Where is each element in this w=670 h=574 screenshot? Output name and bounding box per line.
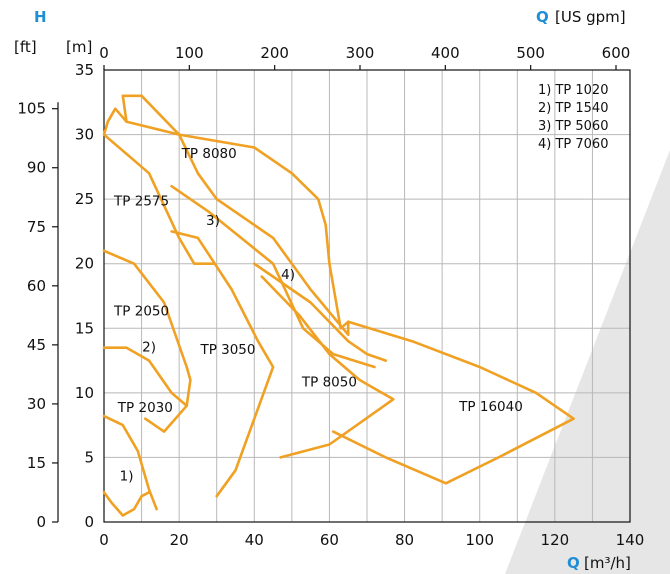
y-ft-tick-label: 30	[27, 395, 46, 413]
y-tick-label: 15	[75, 319, 94, 337]
curve-tp-16040	[331, 320, 575, 485]
x-axis-top-symbol: Q	[536, 8, 549, 26]
curve-label-tp-2050: TP 2050	[113, 303, 169, 319]
curve-tp-2575	[102, 107, 215, 265]
x-axis-bottom-symbol: Q	[567, 554, 580, 572]
curve-label-tp-1020: 1)	[120, 469, 134, 485]
y-ft-tick-label: 75	[27, 218, 46, 236]
x-tick-label: 140	[616, 531, 645, 549]
x-axis-bottom-unit: [m³/h]	[584, 554, 631, 572]
y-axis-unit-ft: [ft]	[14, 38, 37, 56]
y-tick-label: 35	[75, 61, 94, 79]
curve-label-tp-3050: TP 3050	[199, 342, 255, 358]
curve-label-tp-8080: TP 8080	[181, 146, 237, 162]
x-tick-label: 80	[395, 531, 414, 549]
curve-labels-layer: TP 8080 TP 2575 3) 4) TP 2050 2) TP 3050 TP 805…	[113, 146, 523, 485]
curve-label-tp-5060: 3)	[206, 213, 220, 229]
y-ft-tick-label: 0	[36, 513, 46, 531]
legend-item-1: 1) TP 1020	[538, 83, 608, 98]
x-tick-label: 100	[465, 531, 494, 549]
y-ft-tick-label: 105	[17, 100, 46, 118]
x-top-tick-label: 0	[99, 44, 109, 62]
x-top-tick-label: 500	[516, 44, 545, 62]
curve-tp-3050	[170, 230, 275, 498]
y-ft-tick-label: 15	[27, 454, 46, 472]
curve-tp-7060	[253, 262, 388, 362]
y-tick-label: 5	[84, 448, 94, 466]
x-top-tick-label: 100	[175, 44, 204, 62]
curve-tp-1540	[102, 346, 188, 408]
x-tick-label: 60	[320, 531, 339, 549]
curve-label-tp-1540: 2)	[142, 340, 156, 356]
curve-label-tp-7060: 4)	[281, 267, 295, 283]
y-ft-tick-label: 90	[27, 159, 46, 177]
y-tick-label: 20	[75, 255, 94, 273]
y-ft-tick-label: 60	[27, 277, 46, 295]
y-axis-symbol: H	[34, 8, 47, 26]
curve-label-tp-8050: TP 8050	[301, 374, 357, 390]
x-tick-label: 20	[170, 531, 189, 549]
x-top-tick-label: 300	[346, 44, 375, 62]
y-tick-label: 10	[75, 384, 94, 402]
curves-layer	[102, 94, 575, 517]
curve-tp-8080	[121, 94, 350, 336]
x-tick-label: 40	[245, 531, 264, 549]
curve-label-tp-2030: TP 2030	[117, 400, 173, 416]
curve-label-tp-2575: TP 2575	[113, 194, 169, 210]
x-top-tick-label: 400	[431, 44, 460, 62]
curve-tp-8050	[260, 275, 395, 459]
curve-tp-1020	[102, 491, 151, 517]
x-tick-label: 0	[99, 531, 109, 549]
y-ft-tick-label: 45	[27, 336, 46, 354]
x-axis-top-unit: [US gpm]	[555, 8, 626, 26]
legend-item-3: 3) TP 5060	[538, 119, 608, 134]
legend-item-2: 2) TP 1540	[538, 101, 608, 116]
x-tick-label: 120	[541, 531, 570, 549]
curve-tp-2030	[102, 414, 158, 511]
y-tick-label: 25	[75, 190, 94, 208]
curve-tp-2050	[102, 249, 192, 433]
y-tick-label: 0	[84, 513, 94, 531]
curve-tp-5060	[170, 184, 376, 369]
y-tick-label: 30	[75, 126, 94, 144]
y-axis-unit-m: [m]	[66, 38, 92, 56]
curve-label-tp-16040: TP 16040	[458, 399, 523, 415]
x-top-tick-label: 200	[260, 44, 289, 62]
plot-frame	[103, 69, 631, 523]
x-top-tick-label: 600	[602, 44, 631, 62]
legend-item-4: 4) TP 7060	[538, 137, 608, 152]
background-band	[505, 150, 670, 574]
